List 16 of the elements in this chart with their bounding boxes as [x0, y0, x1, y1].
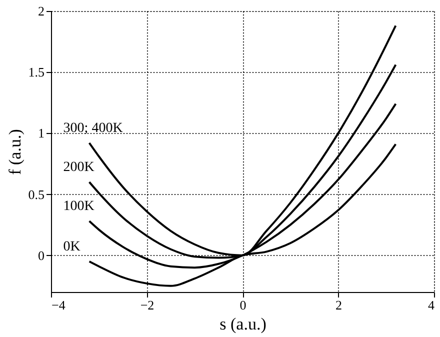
x-tick-label: 2: [336, 298, 342, 312]
y-tick-label: 1: [38, 126, 44, 141]
y-tick-label: 0: [38, 248, 44, 263]
y-tick-label: 1.5: [28, 64, 44, 80]
x-tick-label: −2: [140, 298, 154, 312]
y-tick-label: 0.5: [28, 186, 44, 202]
x-tick-label: −4: [52, 298, 66, 312]
x-axis-title: s (a.u.): [220, 314, 266, 334]
y-tick-label: 2: [38, 4, 44, 18]
series-label: 100K: [63, 199, 94, 214]
x-tick-label: 4: [428, 298, 435, 312]
series-label: 200K: [63, 160, 94, 176]
x-tick-label: 0: [240, 298, 246, 312]
series-label: 300; 400K: [63, 120, 123, 136]
y-axis-title: f (a.u.): [5, 129, 24, 175]
series-label: 0K: [63, 239, 80, 254]
